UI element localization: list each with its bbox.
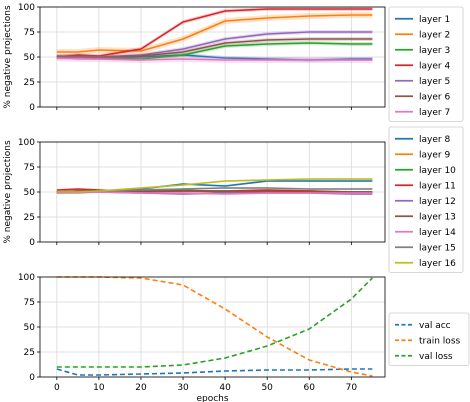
y-tick-label: 100 xyxy=(18,138,35,148)
x-tick-label: 20 xyxy=(135,383,147,393)
x-tick-label: 0 xyxy=(54,383,60,393)
legend: val acc train loss val loss xyxy=(388,312,470,366)
legend-label: layer 15 xyxy=(419,243,456,253)
y-tick-label: 75 xyxy=(24,163,35,173)
x-tick-label: 10 xyxy=(93,383,105,393)
series-band xyxy=(56,178,373,193)
legend-label: layer 13 xyxy=(419,212,456,222)
legend-label: val acc xyxy=(419,321,451,331)
series-line xyxy=(56,8,373,58)
series-line xyxy=(56,38,373,58)
series-line xyxy=(56,277,373,368)
y-tick-label: 0 xyxy=(29,238,35,248)
legend-label: layer 8 xyxy=(419,135,450,145)
legend-frame xyxy=(388,126,464,273)
legend-label: layer 7 xyxy=(419,108,450,118)
legend-label: layer 11 xyxy=(419,181,456,191)
y-tick-label: 100 xyxy=(18,273,35,283)
legend-label: layer 2 xyxy=(419,30,450,40)
y-tick-label: 50 xyxy=(24,53,36,63)
legend-label: val loss xyxy=(419,352,453,362)
y-tick-label: 25 xyxy=(24,348,35,358)
y-tick-label: 25 xyxy=(24,213,35,223)
x-tick-label: 60 xyxy=(304,383,316,393)
y-tick-label: 50 xyxy=(24,188,36,198)
y-tick-label: 75 xyxy=(24,298,35,308)
y-tick-label: 75 xyxy=(24,28,35,38)
y-tick-label: 0 xyxy=(29,373,35,383)
x-axis-label: epochs xyxy=(196,394,228,402)
series-band xyxy=(56,7,373,59)
x-tick-label: 70 xyxy=(346,383,358,393)
legend-label: layer 12 xyxy=(419,197,456,207)
legend-label: layer 10 xyxy=(419,166,456,176)
legend-label: layer 4 xyxy=(419,61,450,71)
legend-label: layer 1 xyxy=(419,15,450,25)
y-axis-label: % negative projections xyxy=(3,140,13,244)
legend-label: layer 3 xyxy=(419,46,450,56)
y-tick-label: 0 xyxy=(29,103,35,113)
legend-label: layer 5 xyxy=(419,77,450,87)
legend-label: layer 9 xyxy=(419,150,450,160)
legend-label: layer 16 xyxy=(419,259,456,269)
legend-frame xyxy=(388,312,470,366)
series-line xyxy=(56,178,373,193)
y-tick-label: 25 xyxy=(24,78,35,88)
legend-label: layer 14 xyxy=(419,228,456,238)
legend-label: train loss xyxy=(419,336,461,346)
x-tick-label: 50 xyxy=(261,383,273,393)
y-tick-label: 100 xyxy=(18,3,35,13)
legend: layer 1 layer 2 layer 3 layer 4 layer 5 layer… xyxy=(388,6,464,122)
y-axis-label: % negative projections xyxy=(3,5,13,109)
x-tick-label: 30 xyxy=(177,383,189,393)
series-line xyxy=(56,57,373,61)
series-line xyxy=(56,368,373,376)
legend-label: layer 6 xyxy=(419,92,450,102)
series-line xyxy=(56,276,373,377)
chart-panel-3: 0 25 50 75 100 0 10 20 30 40 50 60 70 epochs val acc tr… xyxy=(18,273,470,402)
legend: layer 8 layer 9 layer 10 layer 11 layer 12 la… xyxy=(388,126,464,273)
y-tick-label: 50 xyxy=(24,323,36,333)
series-line xyxy=(56,191,373,195)
legend-frame xyxy=(388,6,464,122)
x-tick-label: 40 xyxy=(219,383,231,393)
series-line xyxy=(56,14,373,53)
